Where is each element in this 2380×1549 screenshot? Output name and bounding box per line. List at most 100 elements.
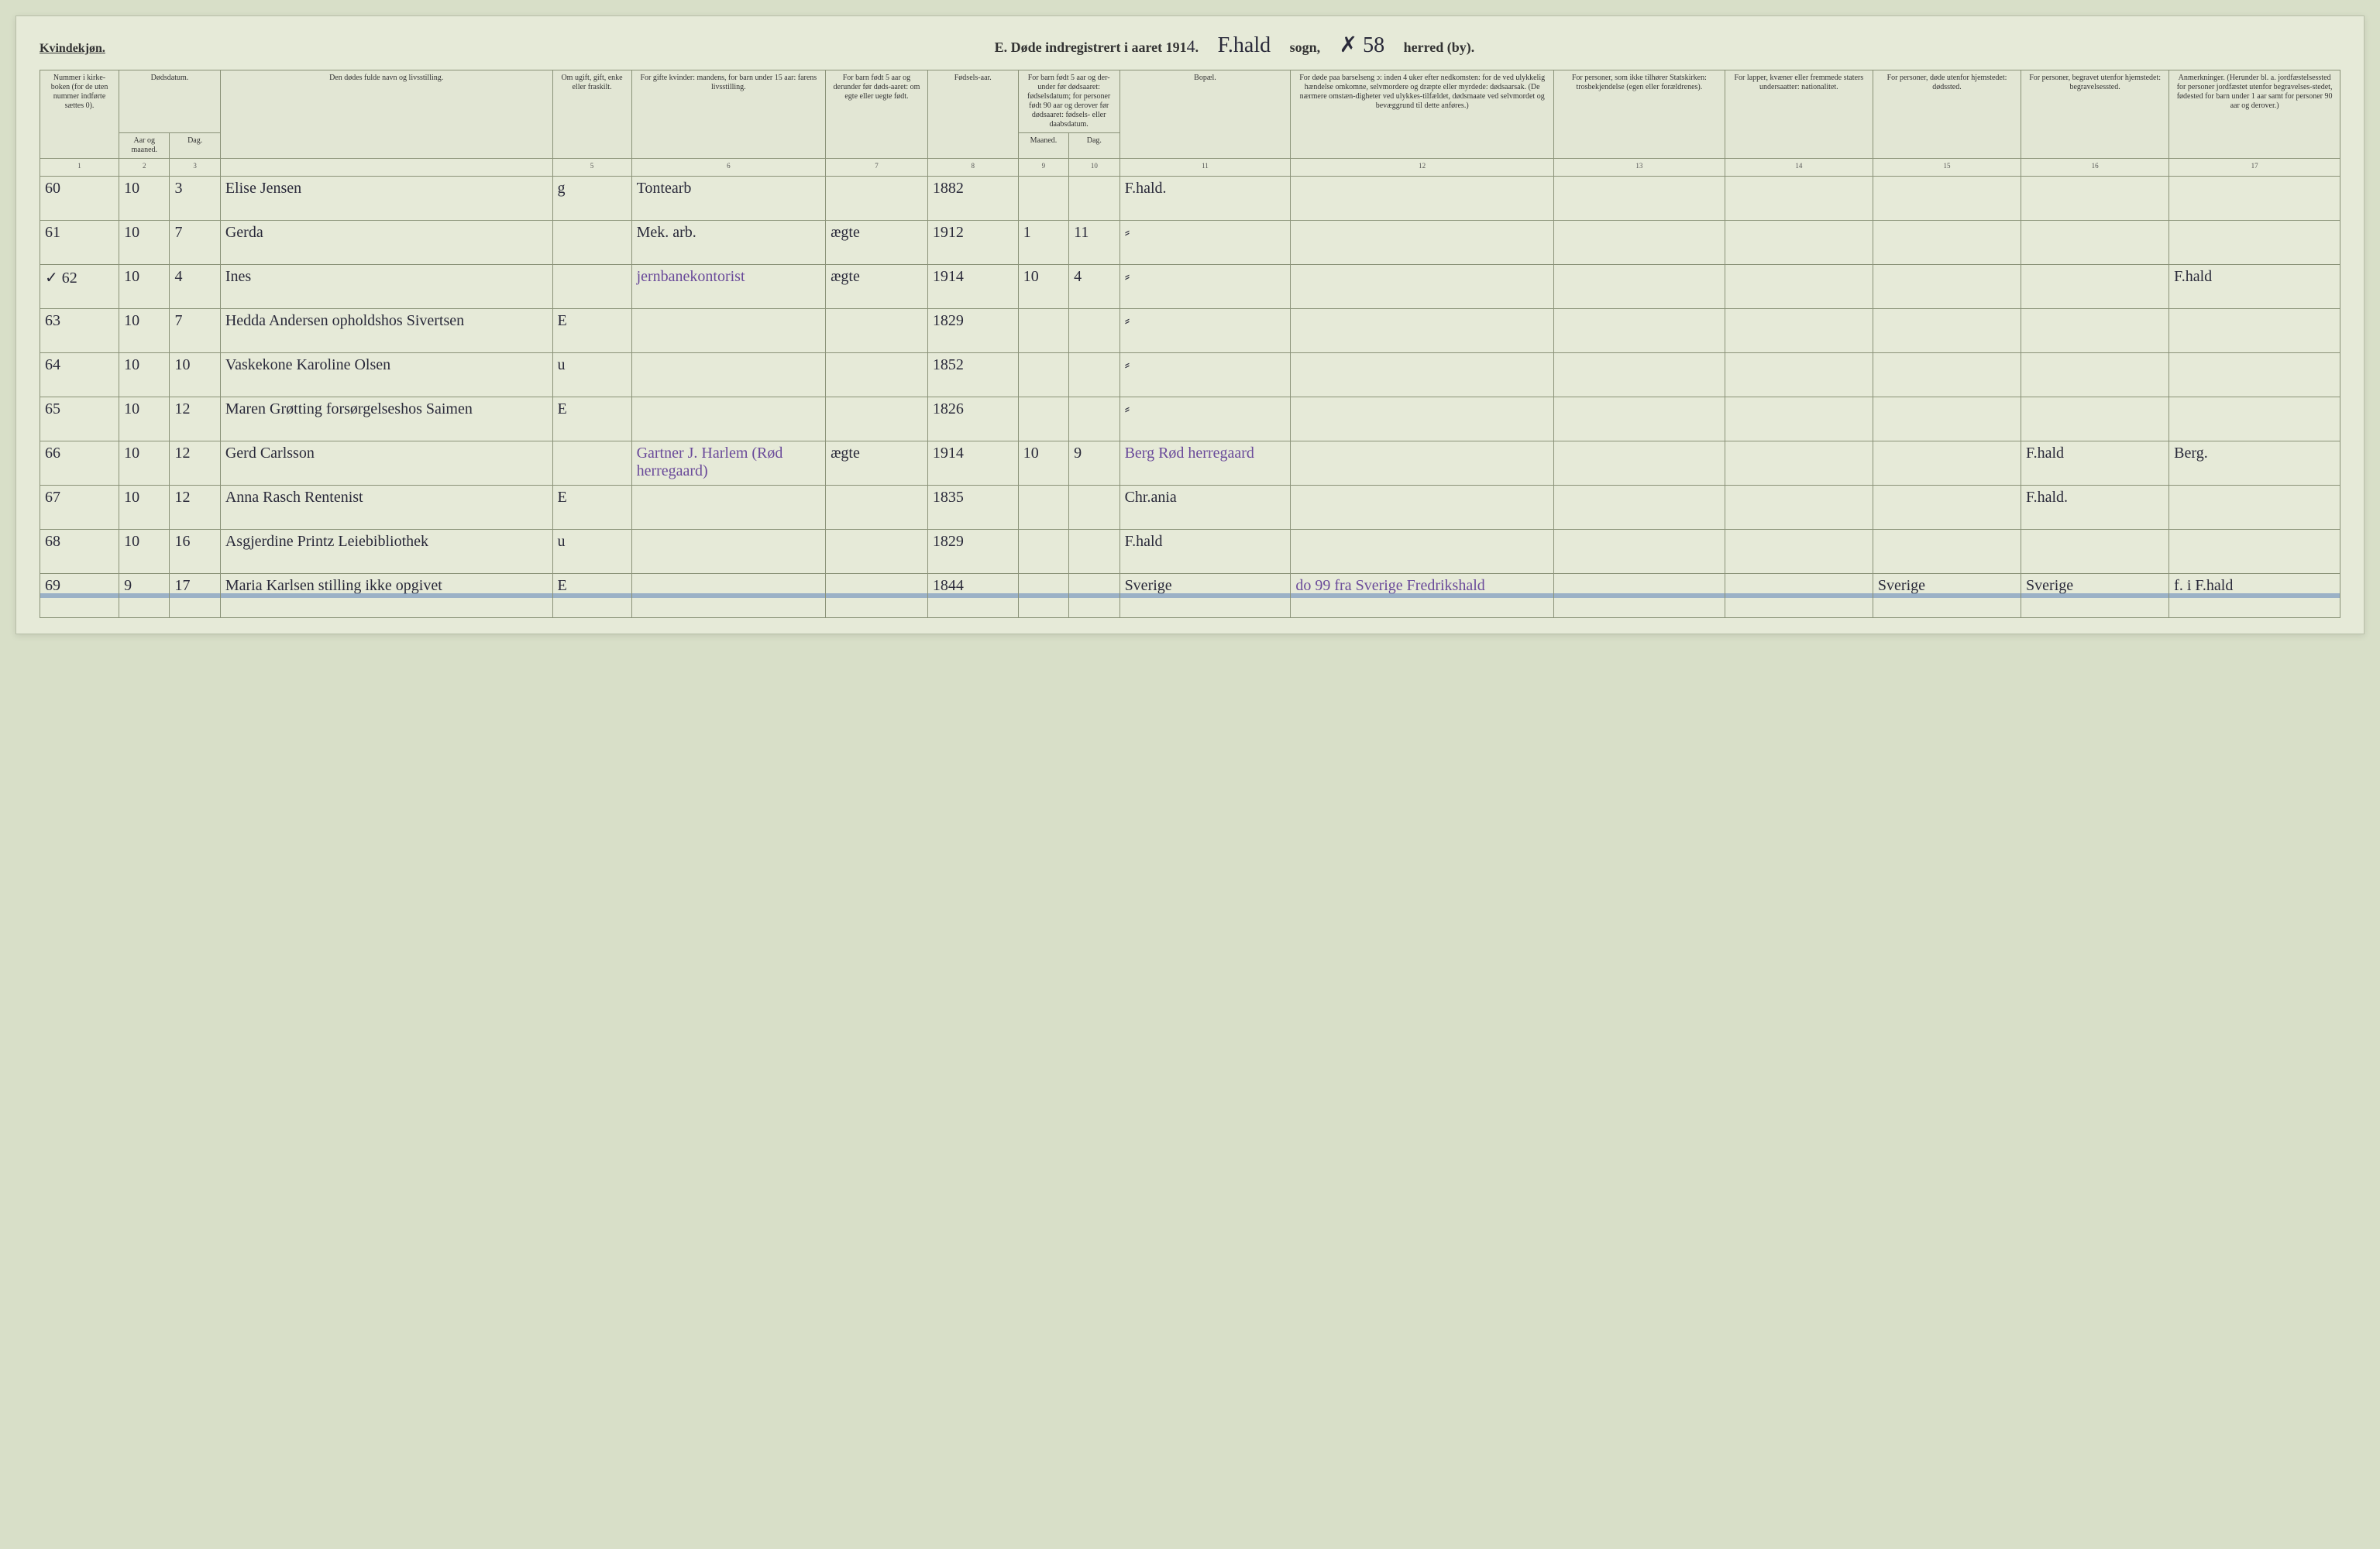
cell-st: u [552,353,631,397]
cell-notes [2169,530,2340,574]
col-birth-month: Maaned. [1018,133,1068,159]
cell-notes [2169,397,2340,441]
cell-notes: f. i F.hald [2169,574,2340,618]
cell-res: Chr.ania [1119,486,1291,530]
cell-husb: Mek. arb. [631,221,826,265]
cell-n: 67 [40,486,119,530]
cell-name: Maren Grøtting forsørgelseshos Saimen [220,397,552,441]
cell-dp [1873,221,2021,265]
cell-yr: 1914 [927,265,1018,309]
cell-yr: 1882 [927,177,1018,221]
cell-husb: jernbanekontorist [631,265,826,309]
cell-nat [1725,221,1873,265]
cell-name: Maria Karlsen stilling ikke opgivet [220,574,552,618]
cell-notes: Berg. [2169,441,2340,486]
table-row: 651012Maren Grøtting forsørgelseshos Sai… [40,397,2340,441]
cell-bp [2021,221,2169,265]
cell-st: E [552,309,631,353]
cell-notes [2169,486,2340,530]
cell-u5 [826,486,928,530]
cell-mo: 10 [119,353,170,397]
cell-mo: 10 [119,265,170,309]
cell-bp [2021,309,2169,353]
cell-husb: Tontearb [631,177,826,221]
cell-cm [1018,397,1068,441]
cell-cause [1291,486,1554,530]
cell-st: E [552,486,631,530]
cell-faith [1553,177,1725,221]
cell-d: 3 [170,177,220,221]
cell-nat [1725,574,1873,618]
cell-faith [1553,441,1725,486]
table-row: ✓ 62104Inesjernbanekontoristægte1914104⸗… [40,265,2340,309]
cell-res: Sverige [1119,574,1291,618]
cell-mo: 10 [119,309,170,353]
col-death-day: Dag. [170,133,220,159]
table-row: 641010Vaskekone Karoline Olsenu1852⸗ [40,353,2340,397]
cell-cd [1069,530,1119,574]
cell-n: 65 [40,397,119,441]
cell-bp [2021,397,2169,441]
col-husband: For gifte kvinder: mandens, for barn und… [631,70,826,159]
cell-bp [2021,265,2169,309]
col-notes: Anmerkninger. (Herunder bl. a. jordfæste… [2169,70,2340,159]
cell-dp [1873,397,2021,441]
cell-u5 [826,309,928,353]
cell-name: Vaskekone Karoline Olsen [220,353,552,397]
cell-cm [1018,574,1068,618]
cell-dp [1873,309,2021,353]
col-marital: Om ugift, gift, enke eller fraskilt. [552,70,631,159]
cell-yr: 1844 [927,574,1018,618]
cell-faith [1553,574,1725,618]
cell-cm: 10 [1018,265,1068,309]
table-row: 681016Asgjerdine Printz Leiebibliotheku1… [40,530,2340,574]
cell-u5 [826,574,928,618]
cell-n: 64 [40,353,119,397]
cell-st: u [552,530,631,574]
cell-u5: ægte [826,221,928,265]
cell-faith [1553,397,1725,441]
title-block: E. Døde indregistrert i aaret 1914. F.ha… [129,32,2340,58]
cell-mo: 10 [119,530,170,574]
cell-u5 [826,353,928,397]
cell-nat [1725,309,1873,353]
cell-st [552,221,631,265]
cell-res: F.hald [1119,530,1291,574]
cell-cd [1069,353,1119,397]
cell-cause [1291,530,1554,574]
cell-notes: F.hald [2169,265,2340,309]
cell-d: 12 [170,486,220,530]
col-deathplace: For personer, døde utenfor hjemstedet: d… [1873,70,2021,159]
cell-notes [2169,177,2340,221]
cell-cd [1069,309,1119,353]
cell-faith [1553,221,1725,265]
cell-husb [631,530,826,574]
cell-mo: 10 [119,441,170,486]
col-name: Den dødes fulde navn og livsstilling. [220,70,552,159]
cell-st [552,441,631,486]
cell-cm [1018,486,1068,530]
cell-cd: 11 [1069,221,1119,265]
col-faith: For personer, som ikke tilhører Statskir… [1553,70,1725,159]
cell-dp [1873,177,2021,221]
cell-st: E [552,397,631,441]
cell-faith [1553,530,1725,574]
cell-dp [1873,265,2021,309]
cell-notes [2169,221,2340,265]
cell-mo: 10 [119,486,170,530]
col-birthyear: Fødsels-aar. [927,70,1018,159]
cell-u5 [826,397,928,441]
cell-bp [2021,177,2169,221]
cell-cause [1291,397,1554,441]
cell-d: 12 [170,397,220,441]
cell-nat [1725,441,1873,486]
cell-cm [1018,309,1068,353]
col-cause: For døde paa barselseng ɔ: inden 4 uker … [1291,70,1554,159]
cell-yr: 1914 [927,441,1018,486]
cell-cause: do 99 fra Sverige Fredrikshald [1291,574,1554,618]
col-legitimacy: For barn født 5 aar og derunder før døds… [826,70,928,159]
cell-st: E [552,574,631,618]
cell-cm [1018,530,1068,574]
cell-d: 7 [170,221,220,265]
table-row: 671012Anna Rasch RentenistE1835Chr.aniaF… [40,486,2340,530]
